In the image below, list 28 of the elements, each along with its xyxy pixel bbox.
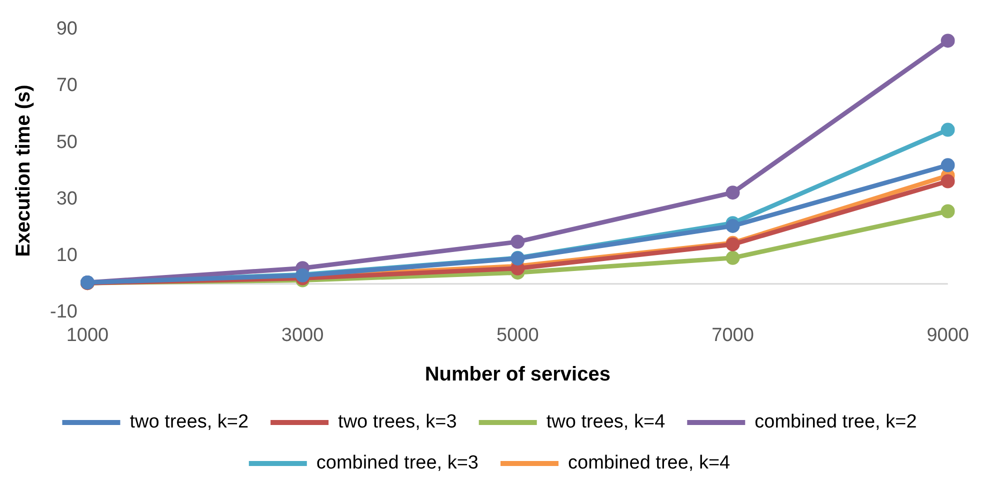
point: [726, 218, 740, 233]
x-tick-label: 3000: [281, 324, 324, 346]
x-tick-label: 5000: [496, 324, 539, 346]
legend-label: combined tree, k=2: [754, 412, 917, 433]
y-tick-label: 10: [56, 244, 78, 266]
y-tick-label: 90: [56, 18, 78, 40]
y-tick-label: 30: [56, 188, 78, 210]
legend-label: two trees, k=2: [130, 412, 249, 433]
point: [940, 34, 955, 48]
x-tick-label: 1000: [66, 324, 109, 346]
y-tick-label: -10: [50, 301, 78, 322]
point: [940, 122, 955, 137]
point: [726, 186, 740, 200]
legend-label: two trees, k=4: [546, 412, 666, 433]
x-tick-label: 7000: [712, 324, 754, 346]
y-tick-label: 50: [56, 132, 78, 153]
point: [940, 158, 955, 172]
point: [510, 234, 525, 249]
x-axis-title: Number of services: [424, 364, 610, 386]
legend-label: two trees, k=3: [338, 412, 457, 433]
x-tick-label: 9000: [926, 324, 970, 346]
point: [940, 204, 955, 218]
point: [726, 250, 740, 265]
point: [940, 174, 955, 188]
y-tick-label: 70: [56, 75, 78, 96]
legend-label: combined tree, k=3: [316, 452, 479, 474]
y-axis-title: Execution time (s): [12, 84, 35, 257]
legend-label: combined tree, k=4: [568, 452, 731, 474]
